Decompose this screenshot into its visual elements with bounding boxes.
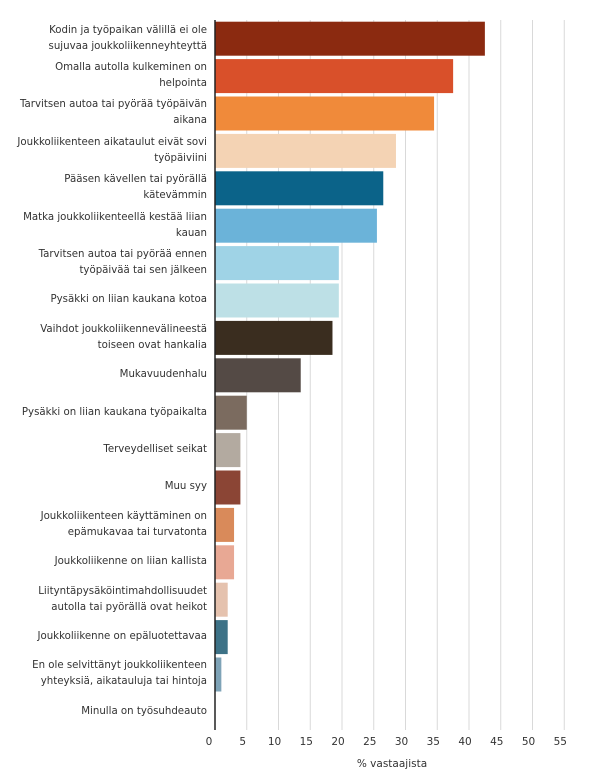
bar [215, 208, 377, 243]
bar [215, 358, 301, 393]
category-label: Muu syy [164, 481, 207, 493]
x-tick-label: 5 [239, 736, 247, 748]
bar [215, 171, 384, 206]
x-tick-label: 20 [331, 736, 345, 748]
category-label: Minulla on työsuhdeauto [81, 705, 207, 717]
category-label: Joukkoliikenteen aikataulut eivät sovi t… [17, 136, 207, 164]
x-tick-label: 55 [553, 736, 567, 748]
category-label: Tarvitsen autoa tai pyörää ennen työpäiv… [38, 249, 207, 277]
category-label: Pysäkki on liian kaukana kotoa [50, 294, 207, 306]
category-label: Joukkoliikenteen käyttäminen on epämukav… [40, 510, 207, 538]
bar [215, 582, 228, 617]
category-label: Tarvitsen autoa tai pyörää työpäivän aik… [20, 99, 207, 127]
x-tick-label: 15 [299, 736, 313, 748]
bar [215, 96, 435, 131]
x-tick-label: 50 [521, 736, 536, 748]
category-label: En ole selvittänyt joukkoliikenteen yhte… [32, 660, 207, 688]
bar [215, 246, 339, 281]
bar [215, 59, 454, 94]
category-label: Liityntäpysäköintimahdollisuudet autolla… [38, 585, 207, 613]
x-tick-label: 35 [426, 736, 440, 748]
bar [215, 21, 485, 56]
category-label: Joukkoliikenne on epäluotettavaa [37, 631, 207, 643]
category-label: Terveydelliset seikat [103, 444, 207, 456]
category-label: Pääsen kävellen tai pyörällä kätevämmin [64, 174, 207, 202]
x-tick-label: 30 [394, 736, 409, 748]
x-axis-label: % vastaajista [356, 758, 428, 770]
bar [215, 133, 396, 168]
bar [215, 395, 247, 430]
category-label: Kodin ja työpaikan välillä ei ole sujuva… [48, 24, 207, 52]
x-tick-label: 40 [458, 736, 472, 748]
x-tick-label: 45 [490, 736, 504, 748]
bar [215, 433, 241, 468]
bar [215, 320, 333, 355]
category-label: Mukavuudenhalu [119, 369, 207, 381]
category-label: Omalla autolla kulkeminen on helpointa [55, 62, 207, 90]
bar [215, 507, 235, 542]
bar [215, 470, 241, 505]
x-tick-label: 10 [267, 736, 282, 748]
x-tick-label: 25 [363, 736, 377, 748]
category-label: Joukkoliikenne on liian kallista [54, 556, 207, 568]
category-label: Matka joukkoliikenteellä kestää liian ka… [23, 211, 207, 239]
x-tick-label: 0 [205, 736, 213, 748]
category-label: Vaihdot joukkoliikennevälineestä toiseen… [40, 323, 207, 351]
bar [215, 283, 339, 318]
bar [215, 657, 222, 692]
category-label: Pysäkki on liian kaukana työpaikalta [21, 406, 207, 418]
bar [215, 545, 235, 580]
bar [215, 620, 228, 655]
